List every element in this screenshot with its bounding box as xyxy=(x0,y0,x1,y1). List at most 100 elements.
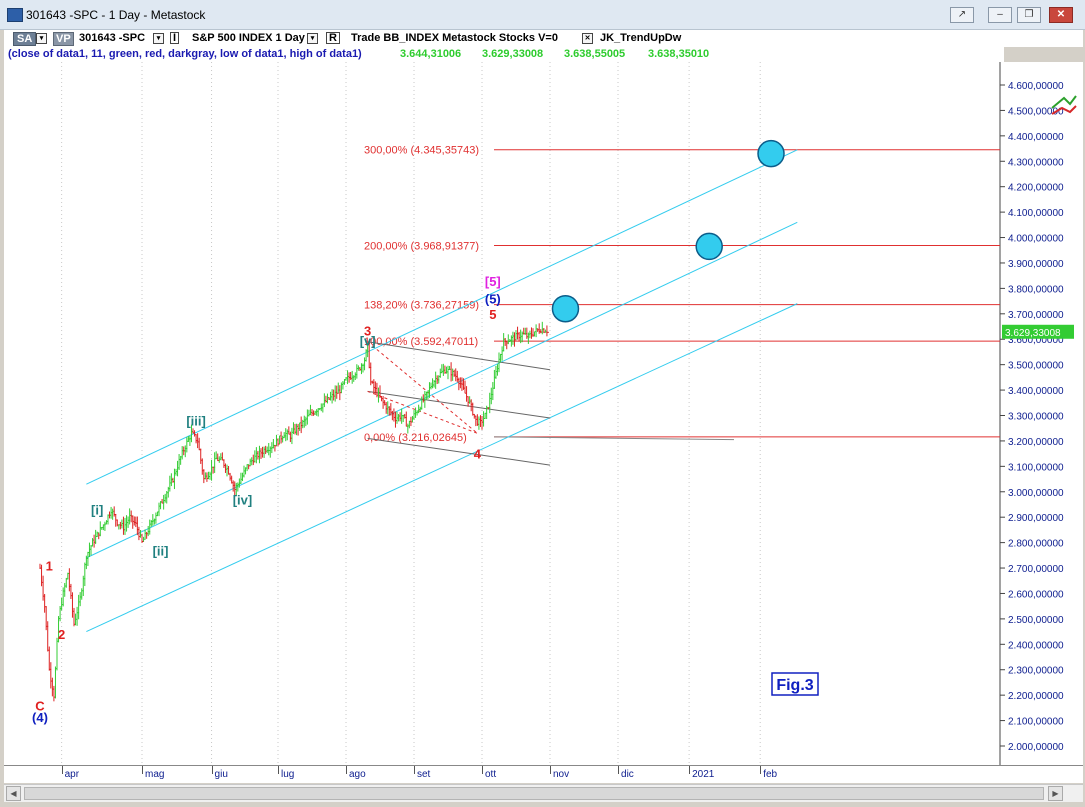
y-tick-label: 2.700,00000 xyxy=(1008,564,1064,575)
horizontal-scrollbar[interactable]: ◀ ▶ xyxy=(4,784,1083,802)
y-tick-label: 2.300,00000 xyxy=(1008,666,1064,677)
y-tick-label: 3.400,00000 xyxy=(1008,386,1064,397)
r-button[interactable]: R xyxy=(326,32,340,44)
wave-label: [ii] xyxy=(153,543,169,558)
instrument-name: S&P 500 INDEX 1 Day xyxy=(192,32,305,44)
x-tick-mark xyxy=(142,766,143,774)
price-chart[interactable]: 2.000,00000 2.100,00000 2.200,00000 2.300,0… xyxy=(4,62,1083,765)
last-price-tag xyxy=(1002,324,1074,339)
indicator-close-icon[interactable]: ✕ xyxy=(582,33,593,44)
indicator-name: JK_TrendUpDw xyxy=(600,32,682,44)
x-tick-label: apr xyxy=(64,769,80,780)
y-tick-label: 4.300,00000 xyxy=(1008,157,1064,168)
x-tick-mark xyxy=(482,766,483,774)
y-tick-label: 4.500,00000 xyxy=(1008,106,1064,117)
x-tick-label: lug xyxy=(281,769,295,780)
trend-channel-upper xyxy=(86,149,798,485)
y-tick-label: 3.100,00000 xyxy=(1008,462,1064,473)
chart-area[interactable]: 2.000,00000 2.100,00000 2.200,00000 2.300,0… xyxy=(4,62,1083,765)
x-tick-label: nov xyxy=(553,769,570,780)
wave-label: 2 xyxy=(58,627,65,642)
indicator-value-3: 3.638,55005 xyxy=(564,48,626,60)
vp-button[interactable]: VP xyxy=(53,32,74,46)
wave-label: [i] xyxy=(91,503,103,518)
scroll-right-button[interactable]: ▶ xyxy=(1048,786,1063,801)
indicator-value-2: 3.629,33008 xyxy=(482,48,544,60)
fig-label-box xyxy=(771,672,819,696)
last-price-label: 3.629,33008 xyxy=(1005,328,1061,339)
y-tick-label: 4.600,00000 xyxy=(1008,81,1064,92)
wave-label: 5 xyxy=(489,307,496,322)
restore-button[interactable]: ❐ xyxy=(1017,7,1041,23)
sa-button[interactable]: SA xyxy=(13,32,37,46)
wave-label: C xyxy=(35,698,45,713)
x-tick-label: ago xyxy=(349,769,366,780)
wave-label: 1 xyxy=(46,559,53,574)
fib-level-label: 0,00% (3.216,02645) xyxy=(364,432,467,444)
x-axis: apr mag giu lug ago set ott nov dic 2021 feb xyxy=(4,765,1083,783)
i-button[interactable]: I xyxy=(170,32,180,44)
target-circle xyxy=(757,139,785,168)
y-tick-label: 2.600,00000 xyxy=(1008,589,1064,600)
correction-channel-line xyxy=(367,390,551,419)
minimize-button[interactable]: – xyxy=(988,7,1012,23)
y-tick-label: 3.500,00000 xyxy=(1008,361,1064,372)
y-tick-label: 4.100,00000 xyxy=(1008,208,1064,219)
wave-label: [iv] xyxy=(233,492,253,507)
fig-label: Fig.3 xyxy=(776,677,813,694)
y-tick-label: 4.400,00000 xyxy=(1008,132,1064,143)
target-circle xyxy=(551,294,580,323)
y-tick-label: 3.000,00000 xyxy=(1008,488,1064,499)
correction-dashed-line xyxy=(367,341,478,434)
sa-dropdown-icon[interactable]: ▾ xyxy=(36,33,47,44)
x-tick-mark xyxy=(618,766,620,774)
x-tick-label: set xyxy=(417,769,431,780)
x-tick-mark xyxy=(550,766,551,774)
y-tick-label: 3.800,00000 xyxy=(1008,284,1064,295)
x-tick-mark xyxy=(414,766,415,774)
window-titlebar: 301643 -SPC - 1 Day - Metastock ↗ – ❐ ✕ xyxy=(0,0,1085,30)
x-tick-mark xyxy=(211,766,213,774)
y-tick-label: 3.900,00000 xyxy=(1008,259,1064,270)
y-tick-label: 2.100,00000 xyxy=(1008,717,1064,728)
wave-label: [iii] xyxy=(186,414,206,429)
correction-channel-line xyxy=(367,437,551,466)
symbol-dropdown-icon[interactable]: ▾ xyxy=(153,33,164,44)
y-tick-label: 2.200,00000 xyxy=(1008,691,1064,702)
fib-level-label: 300,00% (4.345,35743) xyxy=(364,145,479,157)
fib-level-label: 200,00% (3.968,91377) xyxy=(364,240,479,252)
indicator-value-1: 3.644,31006 xyxy=(400,48,462,60)
drawing-tools-icon-2 xyxy=(1051,105,1077,115)
scroll-thumb[interactable] xyxy=(24,787,1044,800)
y-tick-label: 3.200,00000 xyxy=(1008,437,1064,448)
scroll-left-button[interactable]: ◀ xyxy=(6,786,21,801)
help-button[interactable]: ↗ xyxy=(950,7,974,23)
x-tick-mark xyxy=(760,766,762,774)
indicator-value-4: 3.638,35010 xyxy=(648,48,710,60)
x-tick-label: 2021 xyxy=(692,769,715,780)
wave-label: 4 xyxy=(474,447,482,462)
correction-dashed-line xyxy=(367,390,478,434)
metastock-icon xyxy=(7,8,23,22)
indicator-formula-text: (close of data1, 11, green, red, darkgra… xyxy=(8,48,362,60)
chart-toolbar: SA ▾ VP 301643 -SPC ▾ I S&P 500 INDEX 1 … xyxy=(4,30,1083,47)
indicator-formula: (close of data1, 11, green, red, darkgra… xyxy=(4,47,1004,62)
y-tick-label: 3.300,00000 xyxy=(1008,412,1064,423)
x-tick-mark xyxy=(61,766,63,774)
wave-label: [v] xyxy=(360,334,376,349)
x-tick-label: dic xyxy=(621,769,634,780)
y-tick-label: 4.200,00000 xyxy=(1008,183,1064,194)
x-tick-mark xyxy=(346,766,347,774)
drawing-tools-icon xyxy=(1051,95,1077,109)
close-button[interactable]: ✕ xyxy=(1049,7,1073,23)
x-tick-mark xyxy=(278,766,279,774)
window-title: 301643 -SPC - 1 Day - Metastock xyxy=(26,8,206,22)
y-tick-label: 2.500,00000 xyxy=(1008,615,1064,626)
y-tick-label: 2.900,00000 xyxy=(1008,513,1064,524)
trend-channel-lower xyxy=(86,303,798,633)
interval-dropdown-icon[interactable]: ▾ xyxy=(307,33,318,44)
wave-label: 3 xyxy=(364,323,371,338)
wave-label: (5) xyxy=(485,292,501,307)
trend-channel-middle xyxy=(86,221,798,559)
y-tick-label: 3.600,00000 xyxy=(1008,335,1064,346)
